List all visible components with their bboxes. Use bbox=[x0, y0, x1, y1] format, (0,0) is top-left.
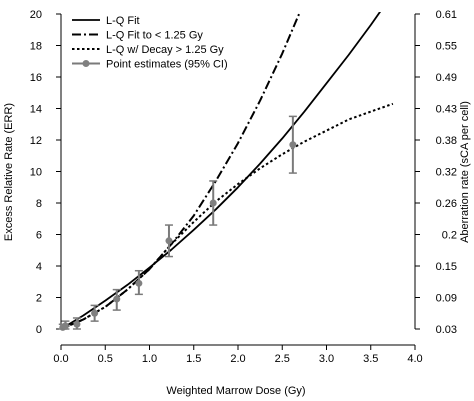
y-axis-label: Excess Relative Rate (ERR) bbox=[3, 103, 15, 241]
y2-tick-label: 0.61 bbox=[436, 9, 457, 21]
legend-label: L-Q Fit to < 1.25 Gy bbox=[106, 30, 203, 42]
y2-tick-label: 0.43 bbox=[436, 104, 457, 116]
y2-tick-label: 0.26 bbox=[436, 198, 457, 210]
legend-swatch-point bbox=[82, 60, 90, 67]
legend-label: L-Q Fit bbox=[106, 15, 140, 27]
y-tick-label: 6 bbox=[36, 230, 42, 242]
y2-axis-label: Aberration rate (sCA per cell) bbox=[459, 101, 471, 243]
x-tick-label: 1.0 bbox=[142, 353, 157, 365]
x-tick-label: 2.5 bbox=[275, 353, 290, 365]
data-point bbox=[61, 322, 69, 330]
legend: L-Q Fit L-Q Fit to < 1.25 Gy L-Q w/ Decay … bbox=[72, 15, 228, 71]
x-tick-label: 2.0 bbox=[230, 353, 245, 365]
axes: 0.0 0.5 1.0 1.5 2.0 2.5 3.0 3.5 4.0 0 2 4 6 8 10 12 14 16… bbox=[30, 9, 457, 365]
series-layer bbox=[58, 12, 394, 331]
y-tick-label: 8 bbox=[36, 198, 42, 210]
y-tick-label: 12 bbox=[30, 135, 42, 147]
series-line-dashdot bbox=[61, 12, 301, 330]
x-tick-label: 0.5 bbox=[98, 353, 113, 365]
data-point bbox=[165, 237, 173, 245]
data-point bbox=[135, 279, 143, 287]
y2-tick-label: 0.09 bbox=[436, 293, 457, 305]
y2-tick-label: 0.2 bbox=[442, 230, 457, 242]
x-tick-label: 0.0 bbox=[53, 353, 68, 365]
data-point bbox=[91, 309, 99, 317]
y2-tick-label: 0.15 bbox=[436, 261, 457, 273]
y-tick-label: 18 bbox=[30, 41, 42, 53]
series-line-dotted bbox=[61, 102, 394, 330]
legend-label: Point estimates (95% CI) bbox=[106, 59, 228, 71]
data-point bbox=[73, 320, 81, 328]
y-tick-label: 10 bbox=[30, 167, 42, 179]
y-tick-label: 20 bbox=[30, 9, 42, 21]
legend-label: L-Q w/ Decay > 1.25 Gy bbox=[106, 44, 224, 56]
x-tick-label: 1.5 bbox=[186, 353, 201, 365]
y-tick-label: 14 bbox=[30, 104, 42, 116]
y2-tick-label: 0.32 bbox=[436, 167, 457, 179]
x-tick-label: 4.0 bbox=[407, 353, 422, 365]
data-point bbox=[113, 295, 121, 303]
y-tick-label: 0 bbox=[36, 324, 42, 336]
data-point bbox=[209, 199, 217, 207]
y-tick-label: 16 bbox=[30, 72, 42, 84]
y-tick-label: 4 bbox=[36, 261, 42, 273]
y2-tick-label: 0.55 bbox=[436, 41, 457, 53]
y-tick-label: 2 bbox=[36, 293, 42, 305]
x-tick-label: 3.0 bbox=[319, 353, 334, 365]
y2-tick-label: 0.03 bbox=[436, 324, 457, 336]
y2-tick-label: 0.38 bbox=[436, 135, 457, 147]
point-estimates bbox=[58, 115, 297, 331]
x-axis-label: Weighted Marrow Dose (Gy) bbox=[166, 385, 305, 397]
y2-tick-label: 0.49 bbox=[436, 72, 457, 84]
x-tick-label: 3.5 bbox=[363, 353, 378, 365]
data-point bbox=[289, 141, 297, 149]
